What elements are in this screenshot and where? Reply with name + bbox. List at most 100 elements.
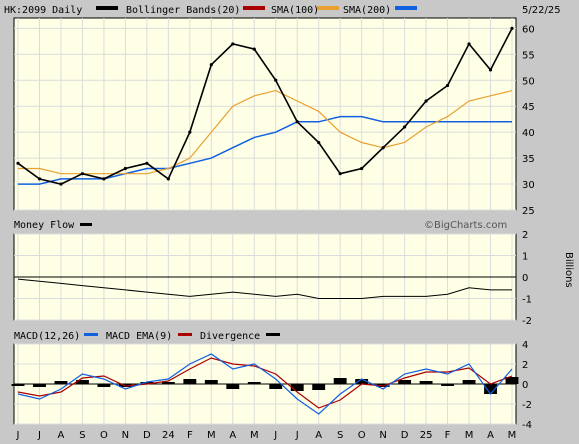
price-point (360, 166, 364, 171)
x-tick-label: O (100, 430, 108, 441)
y-tick-label: 55 (522, 50, 535, 61)
x-tick-label: D (401, 430, 409, 441)
macd-line (17, 353, 513, 415)
x-tick-label: A (58, 430, 65, 441)
price-point (338, 172, 342, 176)
divergence-legend-swatch (266, 333, 280, 336)
price-point (80, 172, 85, 176)
price-point (123, 166, 127, 171)
price-point (424, 99, 428, 103)
divergence-bar (484, 384, 497, 394)
money-flow-header (0, 214, 579, 234)
divergence-bar (140, 382, 154, 384)
divergence-bar (204, 380, 218, 384)
price-point (445, 83, 450, 88)
macd-y-axis: 4 2 0 -2 -4 (522, 340, 532, 431)
x-tick-label: N (122, 430, 129, 441)
y-tick-label: 2 (522, 230, 528, 241)
price-point (274, 78, 278, 82)
price-point (102, 177, 106, 181)
money-flow-series-group (14, 276, 516, 299)
divergence-bar (183, 379, 197, 384)
x-tick-label: 25 (420, 430, 433, 441)
x-tick-label: J (273, 430, 277, 441)
macd-ema-legend-label: MACD EMA(9) (106, 331, 172, 342)
macd-series-group (11, 353, 519, 415)
price-point (16, 161, 20, 165)
sma200-line (18, 115, 512, 185)
x-tick-label: N (379, 430, 386, 441)
x-tick-label: O (358, 430, 366, 441)
y-tick-label: 0 (522, 273, 528, 284)
price-line (17, 28, 513, 185)
money-flow-label: Money Flow (14, 220, 75, 231)
divergence-bar (333, 378, 347, 384)
price-point (488, 68, 493, 72)
price-legend-swatch (96, 6, 118, 10)
x-tick-label: S (79, 430, 85, 441)
x-tick-label: S (337, 430, 343, 441)
divergence-bar (398, 380, 412, 384)
y-tick-label: 50 (522, 76, 535, 87)
x-tick-label: M (465, 430, 474, 441)
y-tick-label: 35 (522, 154, 535, 165)
divergence-bar (247, 382, 261, 384)
price-point (295, 120, 299, 124)
divergence-bar (441, 384, 455, 386)
price-point (37, 177, 42, 181)
macd-ema-line (17, 357, 513, 409)
divergence-bar (226, 384, 240, 389)
watermark: ©BigCharts.com (424, 220, 507, 231)
divergence-bar (290, 384, 304, 391)
price-point (381, 146, 385, 150)
money-flow-y-axis: 2 1 0 -1 -2 (522, 230, 532, 327)
macd-ema-legend-swatch (178, 333, 192, 336)
x-tick-label: M (207, 430, 216, 441)
divergence-bar (462, 380, 476, 384)
bollinger-legend-swatch (243, 6, 265, 10)
money-flow-unit-label: Billions (563, 252, 574, 288)
price-series-group (16, 26, 514, 186)
x-axis: J J A S O N D 24 F M A M J J A S O N D 25 F M A M (16, 430, 517, 441)
sma100-line (18, 89, 513, 175)
sma100-legend-swatch (317, 6, 339, 10)
divergence-bar (54, 381, 68, 384)
price-point (188, 130, 192, 134)
price-point (317, 140, 321, 145)
y-tick-label: 0 (522, 380, 528, 391)
x-tick-label: F (187, 430, 193, 441)
x-tick-label: D (143, 430, 151, 441)
divergence-bar (75, 380, 89, 384)
x-tick-label: J (16, 430, 20, 441)
x-tick-label: A (315, 430, 322, 441)
y-tick-label: 60 (522, 24, 535, 35)
price-point (403, 125, 407, 129)
divergence-bar (11, 384, 25, 386)
date-label: 5/22/25 (522, 5, 561, 16)
y-tick-label: -2 (522, 400, 532, 411)
symbol-label: HK:2099 Daily (4, 5, 82, 16)
macd-legend-swatch (84, 333, 98, 336)
divergence-bar (97, 384, 111, 387)
price-point (252, 47, 256, 51)
y-tick-label: 2 (522, 360, 528, 371)
x-tick-label: J (295, 430, 299, 441)
x-tick-label: M (508, 430, 517, 441)
price-point (231, 42, 235, 46)
x-tick-label: A (487, 430, 494, 441)
divergence-bar (161, 382, 175, 384)
x-tick-label: A (229, 430, 236, 441)
divergence-legend-label: Divergence (200, 331, 260, 342)
sma200-legend-label: SMA(200) (343, 5, 391, 16)
divergence-bar (355, 379, 369, 384)
price-panel (13, 17, 517, 211)
y-tick-label: 1 (522, 252, 528, 263)
price-point (209, 63, 213, 67)
y-tick-label: 25 (522, 206, 535, 217)
divergence-bar (419, 381, 433, 384)
money-flow-line (17, 278, 512, 299)
macd-legend-label: MACD(12,26) (14, 331, 80, 342)
price-y-axis: 60 55 50 45 40 35 30 25 (522, 24, 535, 217)
divergence-bar (269, 384, 283, 389)
